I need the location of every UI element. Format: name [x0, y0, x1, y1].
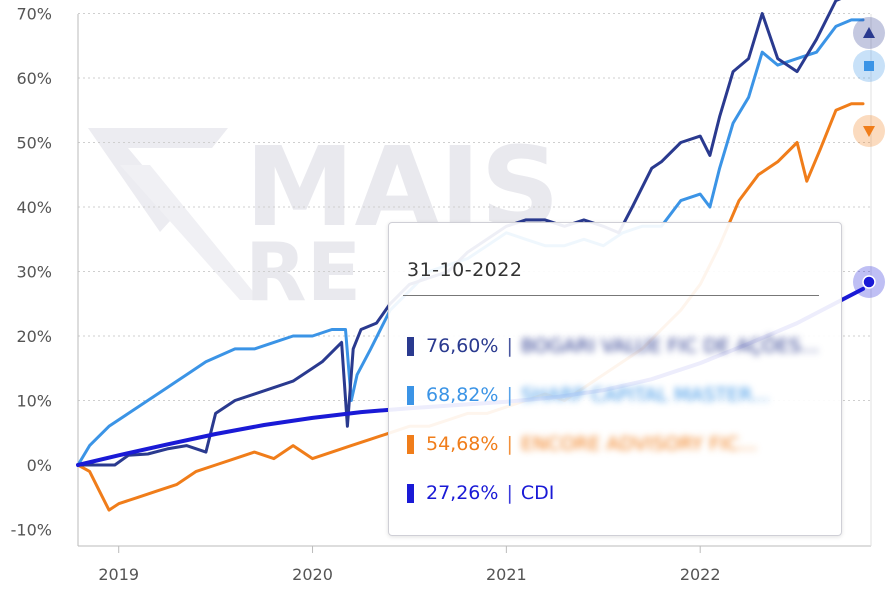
tooltip-swatch: [407, 483, 414, 503]
tooltip-separator: |: [506, 482, 513, 504]
tooltip-separator: |: [506, 433, 513, 455]
series-end-marker: [862, 275, 876, 289]
series-end-markers: [853, 17, 885, 298]
y-tick-label: 30%: [16, 263, 52, 282]
tooltip-value: 27,26%: [426, 482, 499, 504]
tooltip-swatch: [407, 385, 414, 405]
tooltip-value: 68,82%: [426, 384, 499, 406]
x-tick-label: 2020: [292, 565, 333, 584]
x-tick-label: 2021: [486, 565, 527, 584]
y-tick-label: 70%: [16, 5, 52, 24]
tooltip-value: 76,60%: [426, 335, 499, 357]
series-end-marker: [864, 61, 874, 71]
watermark-text-2: RE: [245, 226, 361, 319]
tooltip-row-4: 27,26% | CDI: [407, 480, 554, 506]
tooltip-row-1: 76,60% | BOGARI VALUE FIC DE AÇÕES...: [407, 333, 819, 359]
tooltip-swatch: [407, 434, 414, 454]
series-end-marker: [863, 27, 875, 38]
y-tick-label: -10%: [11, 521, 52, 540]
tooltip-divider: [403, 295, 819, 296]
tooltip-value: 54,68%: [426, 433, 499, 455]
tooltip-row-3: 54,68% | ENCORE ADVISORY FIC...: [407, 431, 757, 457]
y-tick-label: 10%: [16, 392, 52, 411]
tooltip-separator: |: [506, 335, 513, 357]
y-tick-label: 40%: [16, 198, 52, 217]
tooltip-swatch: [407, 336, 414, 356]
y-tick-label: 0%: [27, 456, 52, 475]
tooltip-series-name: ENCORE ADVISORY FIC...: [520, 433, 758, 455]
y-axis-ticks: 70% 60% 50% 40% 30% 20% 10% 0% -10%: [11, 5, 52, 540]
x-axis-ticks: 2019 2020 2021 2022: [98, 546, 721, 584]
x-tick-label: 2019: [98, 565, 139, 584]
y-tick-label: 60%: [16, 69, 52, 88]
series-end-marker: [863, 126, 875, 137]
tooltip-date: 31-10-2022: [407, 259, 523, 281]
y-tick-label: 20%: [16, 327, 52, 346]
chart-tooltip: 31-10-2022 76,60% | BOGARI VALUE FIC DE …: [388, 222, 842, 536]
tooltip-series-name: SHARP CAPITAL MASTER...: [520, 384, 770, 406]
tooltip-row-2: 68,82% | SHARP CAPITAL MASTER...: [407, 382, 770, 408]
y-tick-label: 50%: [16, 134, 52, 153]
tooltip-series-name: CDI: [520, 482, 555, 504]
tooltip-separator: |: [506, 384, 513, 406]
tooltip-series-name: BOGARI VALUE FIC DE AÇÕES...: [520, 335, 820, 357]
x-tick-label: 2022: [680, 565, 721, 584]
